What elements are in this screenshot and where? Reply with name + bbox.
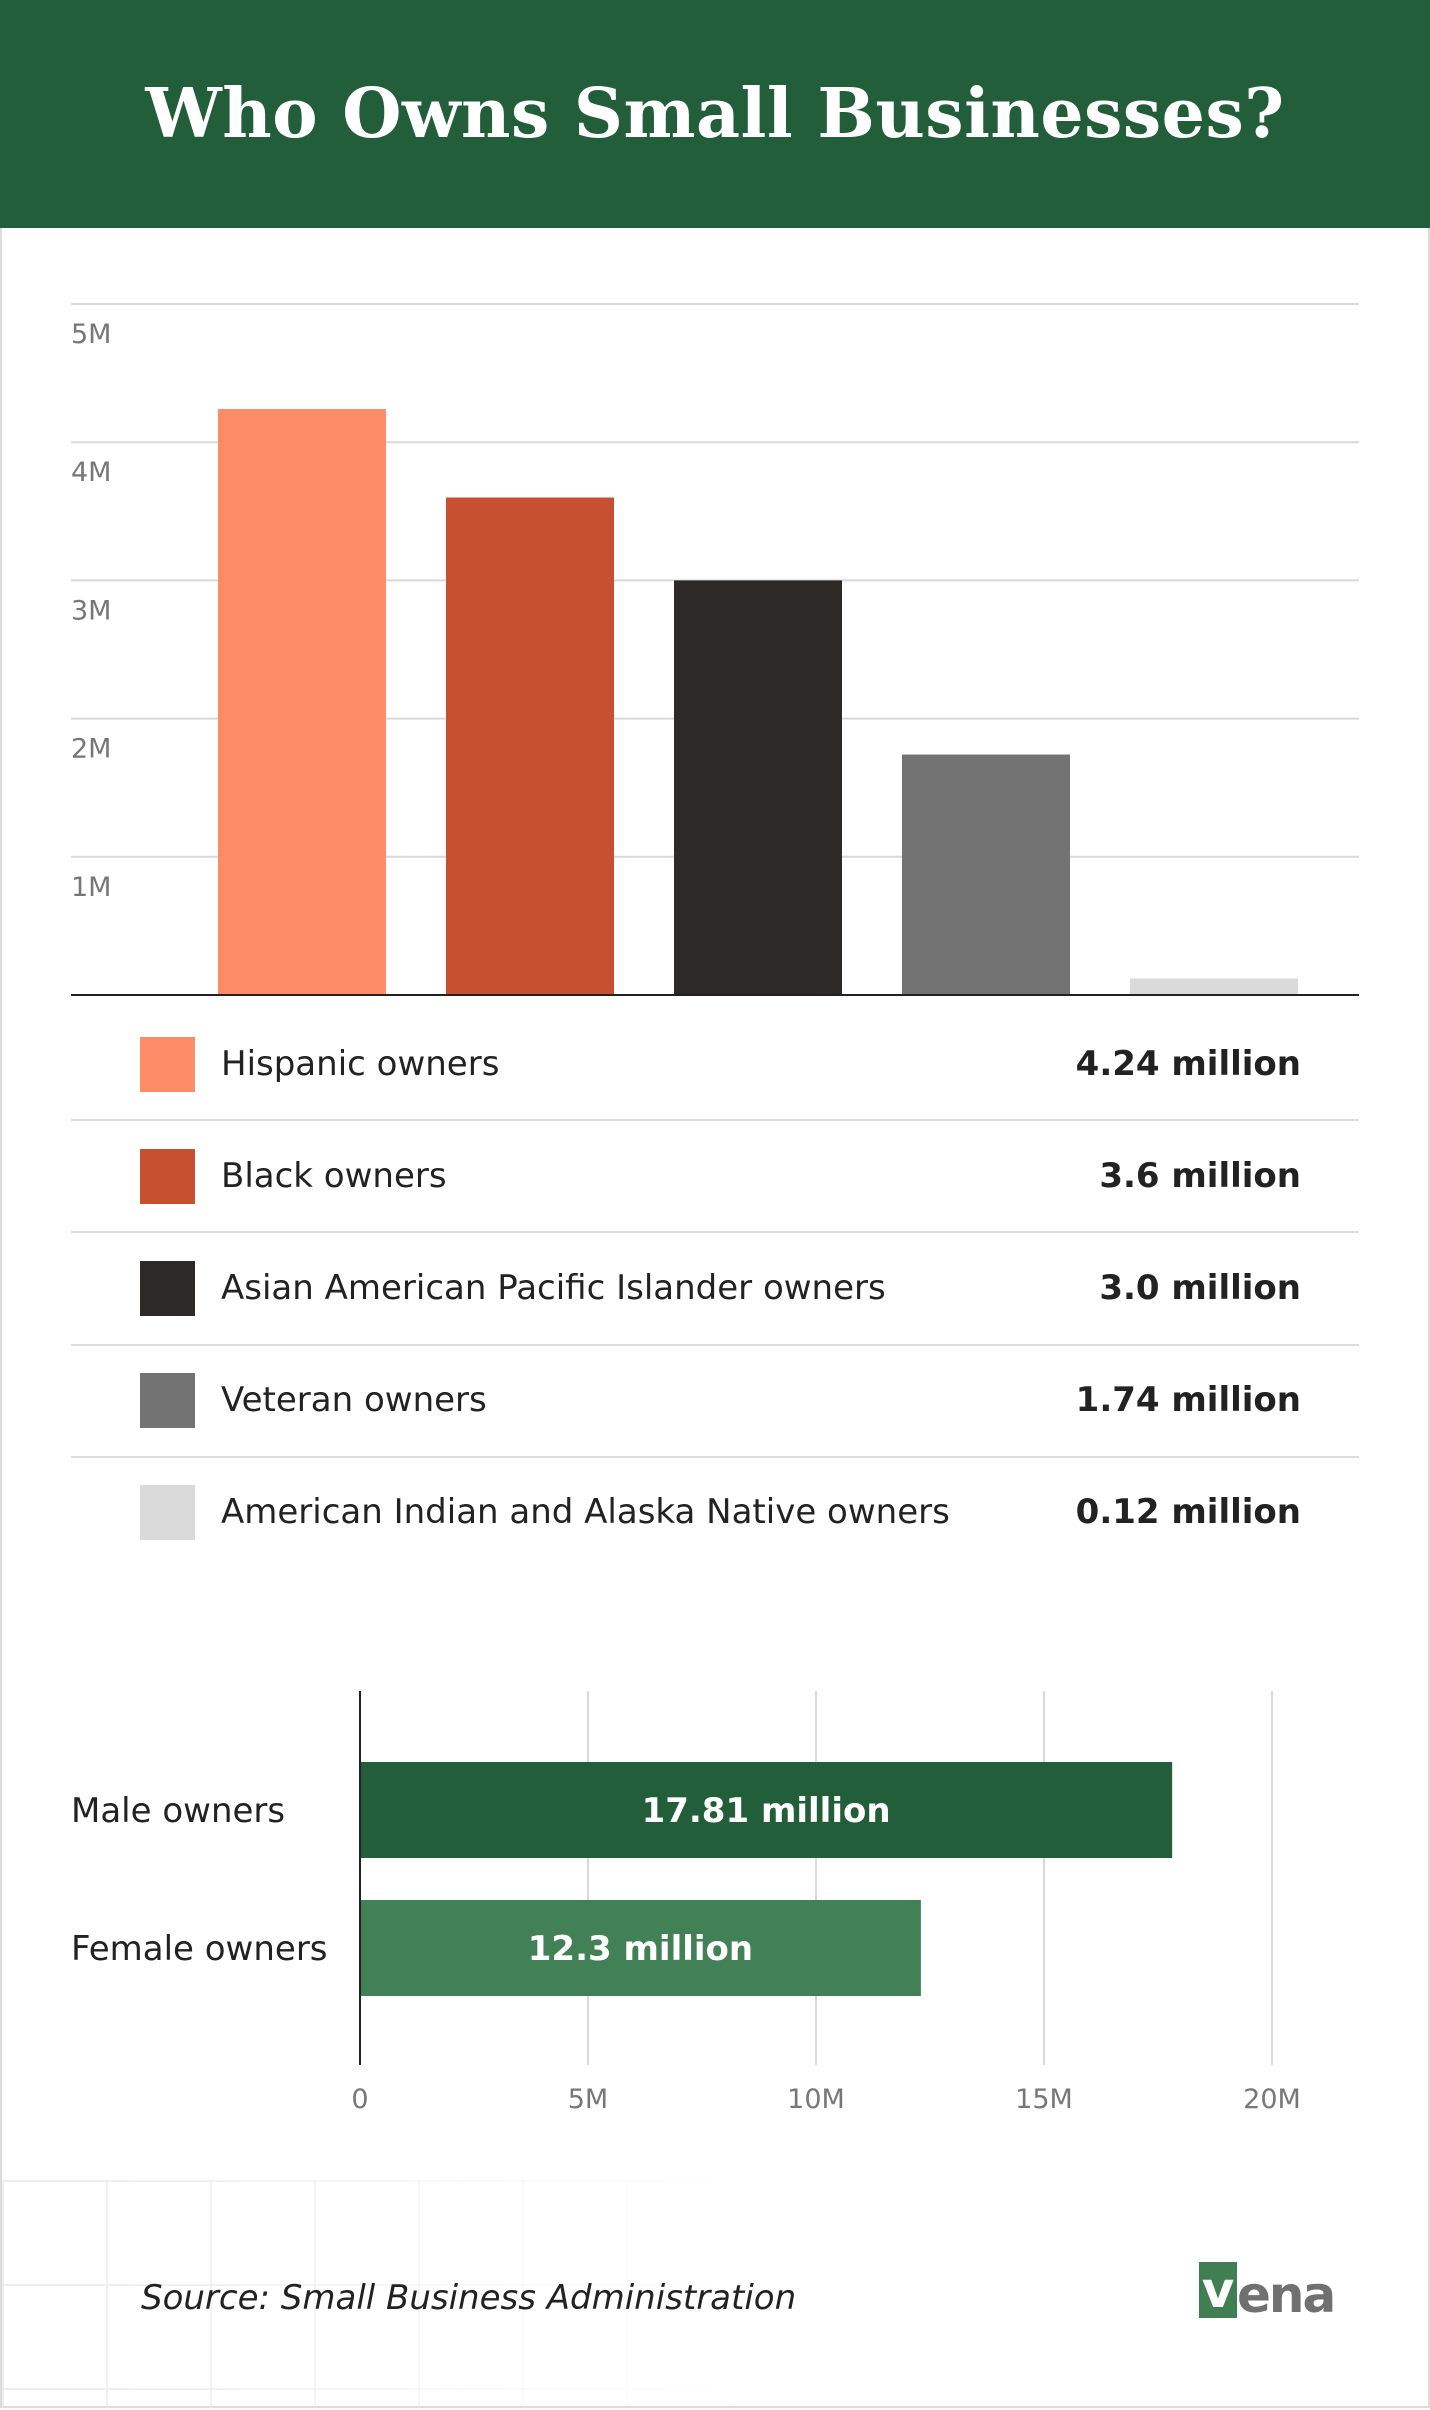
bar-3 xyxy=(902,754,1070,995)
legend-label: Black owners xyxy=(221,1156,447,1196)
legend-value: 0.12 million xyxy=(1075,1492,1301,1532)
y-tick-label: 3M xyxy=(71,595,111,626)
legend-row: Black owners 3.6 million xyxy=(71,1120,1359,1232)
legend-row: Hispanic owners 4.24 million xyxy=(71,1008,1359,1120)
legend-row: Asian American Pacific Islander owners 3.… xyxy=(71,1232,1359,1344)
legend-divider xyxy=(71,1231,1359,1234)
legend-value: 3.0 million xyxy=(1099,1268,1301,1308)
legend-label: Asian American Pacific Islander owners xyxy=(221,1268,886,1308)
y-tick-label: 2M xyxy=(71,734,111,765)
legend-swatch xyxy=(140,1036,195,1092)
legend-swatch xyxy=(140,1484,195,1540)
background-grid xyxy=(2,2180,762,2408)
bar-1 xyxy=(446,497,614,995)
legend-value: 3.6 million xyxy=(1099,1156,1301,1196)
y-tick-label: 4M xyxy=(71,457,111,488)
legend-value: 4.24 million xyxy=(1075,1044,1301,1084)
legend-row: Veteran owners 1.74 million xyxy=(71,1344,1359,1456)
vertical-bar-chart: 1M 2M 3M 4M 5M xyxy=(71,303,1359,996)
bar-4 xyxy=(1130,978,1298,995)
header: Who Owns Small Businesses? xyxy=(0,0,1430,228)
vena-logo: v ena xyxy=(1199,2262,1336,2320)
legend-label: Veteran owners xyxy=(221,1380,487,1420)
bar-2 xyxy=(674,580,842,995)
legend-swatch xyxy=(140,1148,195,1204)
legend-swatch xyxy=(140,1372,195,1428)
legend-row: American Indian and Alaska Native owners… xyxy=(71,1456,1359,1568)
legend-divider xyxy=(71,1343,1359,1346)
legend-divider xyxy=(71,1119,1359,1121)
bar-0 xyxy=(218,409,386,996)
y-tick-label: 5M xyxy=(71,319,111,350)
legend-divider xyxy=(71,1455,1359,1458)
legend-swatch xyxy=(140,1260,195,1316)
source-note: Source: Small Business Administration xyxy=(141,2278,797,2318)
y-tick-label: 1M xyxy=(71,872,111,903)
page-title: Who Owns Small Businesses? xyxy=(145,74,1285,154)
legend-label: Hispanic owners xyxy=(221,1044,500,1084)
legend-value: 1.74 million xyxy=(1075,1380,1301,1420)
legend-label: American Indian and Alaska Native owners xyxy=(221,1492,950,1532)
